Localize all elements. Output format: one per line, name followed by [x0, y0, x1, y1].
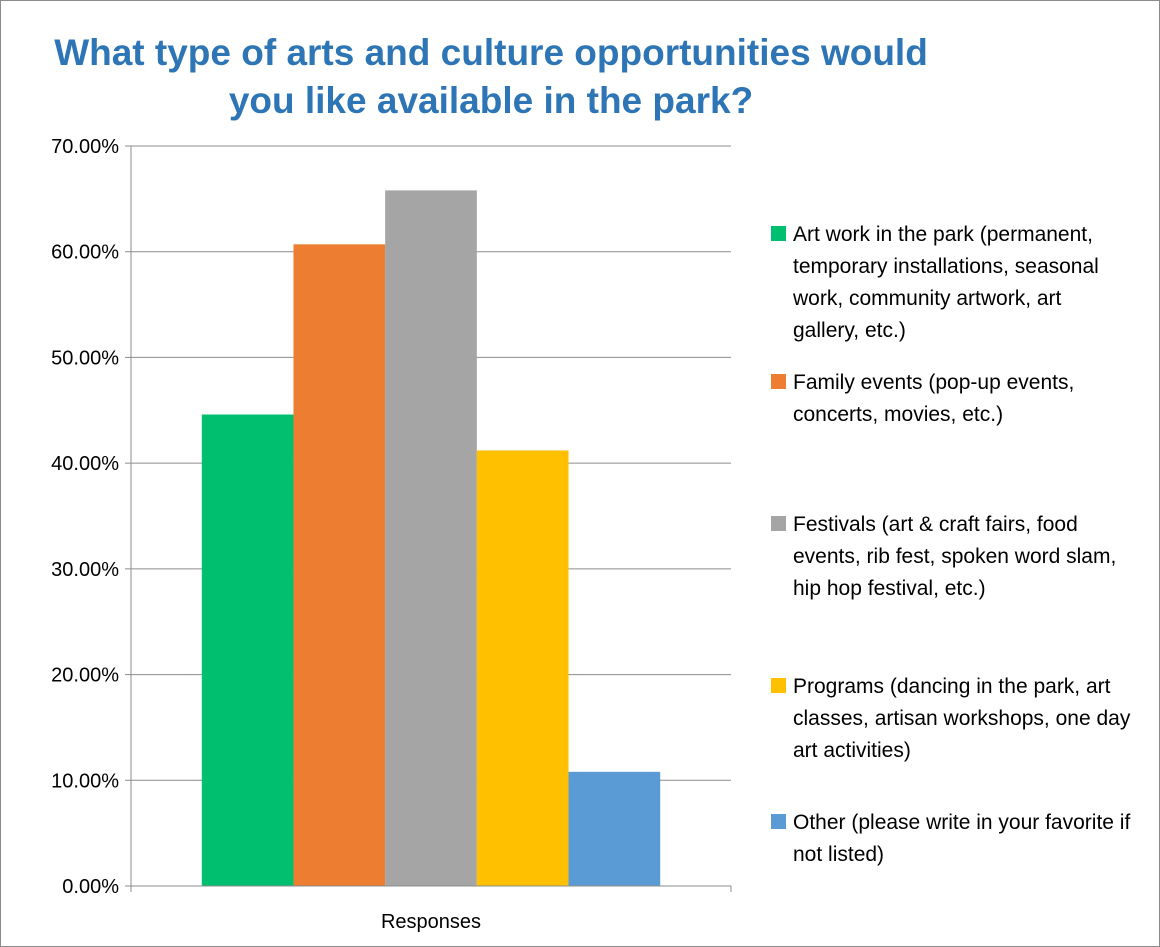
legend-swatch-family-events — [771, 374, 786, 389]
y-tick-label: 70.00% — [51, 136, 119, 158]
y-tick-labels: 0.00% 10.00% 20.00% 30.00% 40.00% 50.00% 60.00… — [51, 136, 119, 898]
x-category-label: Responses — [381, 911, 481, 933]
chart-title: What type of arts and culture opportunit… — [54, 32, 928, 121]
y-tick-label: 20.00% — [51, 665, 119, 687]
y-tick-label: 60.00% — [51, 242, 119, 264]
legend-swatch-other — [771, 814, 786, 829]
legend-swatch-art-work — [771, 226, 786, 241]
bar-0 — [201, 414, 294, 886]
bar-2 — [385, 190, 477, 886]
bars — [201, 190, 661, 887]
bar-3 — [476, 450, 569, 886]
legend-label-programs: Programs (dancing in the park, art class… — [793, 675, 1131, 762]
y-tick-label: 40.00% — [51, 453, 119, 475]
bar-1 — [293, 244, 386, 887]
legend-label-family-events: Family events (pop-up events, concerts, … — [793, 371, 1075, 426]
y-tick-label: 50.00% — [51, 347, 119, 369]
legend-swatch-programs — [771, 678, 786, 693]
legend-swatch-festivals — [771, 516, 786, 531]
bar-4 — [568, 771, 661, 886]
y-tick-label: 10.00% — [51, 770, 119, 792]
axes: Responses — [130, 146, 732, 933]
legend-label-other: Other (please write in your favorite if … — [793, 811, 1131, 866]
legend-label-art-work: Art work in the park (permanent, tempora… — [793, 223, 1099, 342]
legend-label-festivals: Festivals (art & craft fairs, food event… — [793, 513, 1117, 600]
y-tick-label: 0.00% — [62, 876, 119, 898]
y-tick-label: 30.00% — [51, 559, 119, 581]
